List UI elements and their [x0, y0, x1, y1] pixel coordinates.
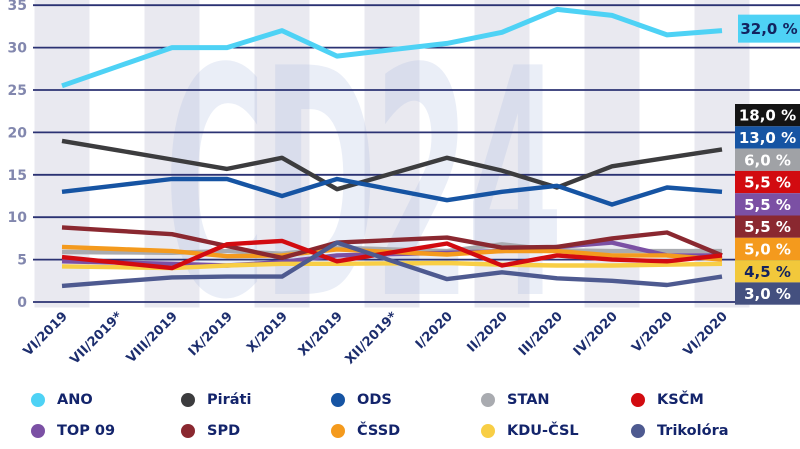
legend-item-Trikolóra: Trikolóra [631, 421, 729, 441]
series-line-Trikolóra [61, 240, 723, 289]
value-box-TOP 09 [735, 193, 800, 216]
value-box-SPD [735, 215, 800, 238]
y-axis-tick-label: 35 [8, 0, 27, 14]
legend-dot [631, 424, 645, 438]
legend-dot [181, 424, 195, 438]
value-box-label: 32,0 % [740, 20, 797, 38]
y-axis-tick-label: 20 [8, 125, 28, 141]
value-box-label: 5,0 % [744, 240, 791, 258]
legend-label: KDU-ČSL [507, 423, 579, 439]
value-box-ANO [738, 14, 800, 43]
value-box-label: 4,5 % [744, 263, 791, 281]
legend-item-Piráti: Piráti [181, 390, 251, 410]
legend-item-KDU-ČSL: KDU-ČSL [481, 421, 579, 441]
legend-label: Piráti [207, 392, 252, 408]
background-stripe [144, 0, 200, 308]
legend-label: SPD [207, 423, 241, 439]
legend-label: TOP 09 [57, 423, 116, 439]
value-box-label: 5,5 % [744, 218, 791, 236]
legend-item-ODS: ODS [331, 390, 392, 410]
legend: ANO Piráti ODS STAN KSČM TOP 09 SPD ČSSD KDU-ČSL… [0, 382, 800, 449]
series-line-ODS [61, 176, 723, 207]
y-axis-tick-label: 30 [8, 41, 28, 57]
legend-label: ANO [57, 392, 93, 408]
legend-label: KSČM [657, 392, 704, 408]
value-box-KSČM [735, 170, 800, 194]
legend-item-SPD: SPD [181, 421, 240, 441]
value-box-Trikolóra [735, 282, 800, 305]
y-axis-tick-label: 25 [8, 83, 27, 99]
legend-dot [481, 424, 495, 438]
x-axis-tick-label: VI/2020 [681, 309, 731, 359]
legend-dot [31, 424, 45, 438]
x-axis-tick-label: IV/2020 [571, 309, 621, 359]
legend-item-TOP 09: TOP 09 [31, 421, 115, 441]
legend-dot [331, 424, 345, 438]
y-axis-tick-label: 10 [8, 210, 28, 226]
legend-dot [331, 393, 345, 407]
value-box-ČSSD [735, 237, 800, 261]
x-axis-tick-label: V/2020 [629, 309, 676, 356]
x-axis-tick-label: VII/2019* [68, 309, 126, 367]
value-box-label: 5,5 % [744, 174, 791, 192]
y-axis-tick-label: 5 [17, 253, 27, 269]
value-box-Piráti [735, 104, 800, 127]
value-box-ODS [735, 126, 800, 149]
series-line-Piráti [61, 138, 723, 192]
legend-item-STAN: STAN [481, 390, 550, 410]
legend-item-KSČM: KSČM [631, 390, 704, 410]
y-axis-tick-label: 15 [8, 168, 27, 184]
value-box-STAN [735, 148, 800, 171]
y-axis-tick-label: 0 [17, 295, 27, 311]
value-box-label: 18,0 % [739, 107, 796, 125]
value-box-label: 6,0 % [744, 151, 791, 169]
series-line-ANO [61, 6, 723, 89]
legend-dot [631, 393, 645, 407]
series-line-KSČM [61, 238, 723, 271]
series-line-SPD [61, 225, 723, 261]
value-box-label: 3,0 % [744, 285, 791, 303]
legend-dot [181, 393, 195, 407]
legend-item-ČSSD: ČSSD [331, 421, 400, 441]
legend-item-ANO: ANO [31, 390, 93, 410]
legend-dot [481, 393, 495, 407]
legend-label: ODS [357, 392, 392, 408]
value-box-label: 5,5 % [744, 196, 791, 214]
legend-label: STAN [507, 392, 550, 408]
legend-label: Trikolóra [657, 423, 729, 439]
x-axis-tick-label: VI/2019 [21, 309, 71, 359]
value-box-label: 13,0 % [739, 129, 796, 147]
legend-label: ČSSD [357, 423, 401, 439]
value-box-KDU-ČSL [735, 260, 800, 283]
background-stripe [34, 0, 90, 308]
legend-dot [31, 393, 45, 407]
